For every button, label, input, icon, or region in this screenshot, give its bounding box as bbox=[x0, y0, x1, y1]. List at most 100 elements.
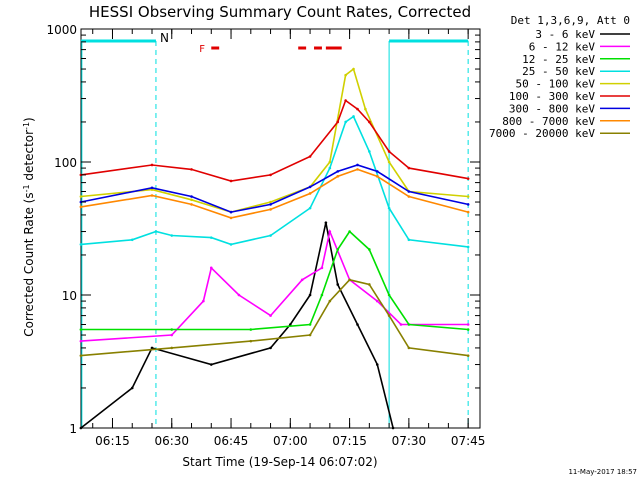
data-point bbox=[229, 179, 233, 183]
data-point bbox=[466, 328, 470, 331]
legend-entry-label: 100 - 300 keV bbox=[509, 90, 595, 103]
data-point bbox=[269, 314, 272, 317]
data-point bbox=[79, 426, 83, 430]
y-axis-label-exp: -1 bbox=[22, 122, 31, 130]
data-point bbox=[407, 190, 411, 193]
data-point bbox=[407, 238, 411, 242]
flare-label: F bbox=[199, 44, 205, 55]
x-tick-label: 07:45 bbox=[451, 434, 486, 448]
data-point bbox=[79, 195, 83, 198]
series-line bbox=[80, 164, 469, 213]
data-point bbox=[269, 208, 272, 211]
y-axis-label-part: Corrected Count Rate (s bbox=[22, 192, 36, 336]
data-point bbox=[466, 323, 470, 326]
data-point bbox=[336, 175, 340, 178]
legend-entry-label: 50 - 100 keV bbox=[516, 78, 596, 91]
data-point bbox=[237, 293, 241, 297]
data-point bbox=[209, 363, 213, 366]
data-point bbox=[150, 188, 154, 191]
data-point bbox=[387, 314, 391, 317]
data-point bbox=[368, 150, 371, 153]
y-axis-label-part: detector bbox=[22, 130, 36, 185]
data-point bbox=[387, 160, 391, 164]
data-point bbox=[269, 200, 272, 204]
data-point bbox=[328, 230, 332, 233]
x-tick-label: 06:45 bbox=[214, 434, 249, 448]
data-point bbox=[79, 173, 83, 177]
data-point bbox=[368, 120, 371, 124]
data-point bbox=[150, 186, 154, 190]
data-point bbox=[466, 354, 470, 357]
data-point bbox=[289, 323, 292, 326]
data-point bbox=[308, 293, 312, 297]
data-point bbox=[130, 386, 134, 390]
data-point bbox=[368, 248, 371, 251]
data-point bbox=[407, 195, 411, 198]
data-point bbox=[79, 243, 83, 246]
data-point bbox=[352, 115, 355, 118]
plot-frame bbox=[80, 28, 481, 429]
data-point bbox=[308, 192, 312, 195]
y-tick-label: 1000 bbox=[46, 23, 77, 37]
x-axis-label: Start Time (19-Sep-14 06:07:02) bbox=[182, 455, 377, 469]
data-point bbox=[466, 245, 470, 249]
legend-entry-label: 7000 - 20000 keV bbox=[489, 127, 595, 140]
data-point bbox=[150, 194, 154, 197]
data-point bbox=[308, 333, 312, 337]
data-point bbox=[328, 166, 332, 170]
data-point bbox=[209, 236, 213, 239]
data-point bbox=[368, 283, 371, 286]
legend-entry-label: 6 - 12 keV bbox=[529, 40, 596, 53]
data-point bbox=[154, 230, 158, 233]
data-point bbox=[150, 163, 154, 167]
y-tick-label: 100 bbox=[54, 156, 77, 170]
data-point bbox=[202, 299, 205, 303]
data-point bbox=[308, 185, 312, 189]
x-tick-label: 07:30 bbox=[392, 434, 427, 448]
data-point bbox=[170, 346, 174, 350]
series-line bbox=[80, 168, 469, 219]
data-point bbox=[348, 278, 351, 282]
data-point bbox=[229, 210, 233, 214]
data-point bbox=[79, 205, 83, 209]
data-point bbox=[466, 195, 470, 198]
data-point bbox=[79, 328, 83, 331]
data-point bbox=[352, 67, 355, 71]
data-point bbox=[190, 168, 193, 171]
data-point bbox=[269, 234, 272, 237]
data-point bbox=[407, 323, 411, 326]
data-point bbox=[344, 120, 347, 124]
data-point bbox=[375, 170, 379, 173]
data-point bbox=[375, 363, 379, 366]
data-point bbox=[466, 177, 470, 180]
legend-entry-label: 12 - 25 keV bbox=[522, 53, 595, 66]
y-axis-label-exp: -1 bbox=[22, 184, 31, 192]
data-point bbox=[150, 346, 154, 350]
data-point bbox=[344, 73, 347, 77]
data-point bbox=[130, 238, 134, 242]
data-point bbox=[170, 333, 174, 337]
data-point bbox=[348, 230, 351, 233]
data-point bbox=[356, 163, 359, 167]
y-axis-label-part: ) bbox=[22, 117, 36, 122]
data-point bbox=[356, 323, 359, 326]
data-point bbox=[249, 328, 253, 331]
data-point bbox=[387, 293, 391, 297]
data-point bbox=[328, 160, 332, 164]
data-point bbox=[170, 328, 174, 331]
x-axis: 06:15 06:30 06:45 07:00 07:15 07:30 07:45 bbox=[92, 29, 486, 448]
series-line bbox=[80, 115, 469, 248]
chart-title: HESSI Observing Summary Count Rates, Cor… bbox=[89, 3, 471, 21]
data-point bbox=[387, 150, 391, 153]
data-point bbox=[209, 266, 213, 270]
data-point bbox=[170, 234, 174, 237]
data-point bbox=[356, 168, 359, 171]
saa-label: N bbox=[160, 31, 169, 45]
series-line bbox=[80, 222, 394, 429]
x-tick-label: 06:30 bbox=[154, 434, 189, 448]
data-point bbox=[375, 175, 379, 178]
data-point bbox=[190, 203, 193, 206]
data-point bbox=[324, 221, 328, 224]
